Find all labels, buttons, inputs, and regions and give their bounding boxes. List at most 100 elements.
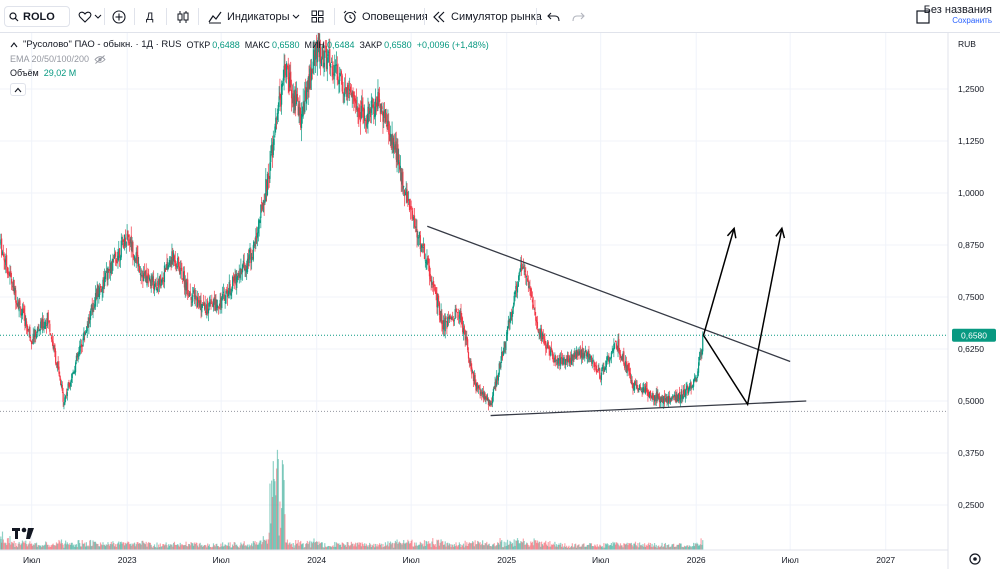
volume-bar	[109, 545, 111, 550]
volume-bar	[61, 543, 63, 550]
symbol-search[interactable]: ROLO	[4, 6, 70, 27]
candle-body	[440, 310, 442, 322]
fullscreen-button[interactable]	[916, 6, 930, 27]
projection-arrow-1[interactable]	[702, 228, 735, 336]
volume-bar	[634, 543, 636, 550]
volume-bar	[387, 541, 389, 550]
indicators-button[interactable]: Индикаторы	[208, 6, 290, 27]
volume-bar	[334, 546, 337, 550]
x-tick-label: 2025	[497, 555, 516, 565]
legend-ema-row[interactable]: EMA 20/50/100/200	[10, 52, 489, 66]
volume-bar	[583, 543, 585, 550]
volume-bar	[606, 543, 608, 550]
candle-body	[511, 310, 514, 317]
volume-bar	[293, 547, 295, 550]
trendline-upper[interactable]	[427, 225, 791, 363]
candle-body	[66, 391, 68, 397]
projection-arrow-2[interactable]	[702, 228, 783, 407]
chart-type-button[interactable]	[176, 6, 190, 27]
candle-body	[230, 292, 232, 296]
candle-body	[312, 61, 314, 70]
volume-bar	[18, 541, 20, 550]
redo-button[interactable]	[572, 6, 585, 27]
volume-bar	[369, 542, 371, 550]
trendline-lower[interactable]	[490, 400, 807, 417]
volume-bar	[321, 542, 323, 550]
candle-body	[221, 297, 223, 309]
undo-button[interactable]	[547, 6, 560, 27]
volume-bar	[364, 545, 367, 550]
high-label: МАКС	[244, 40, 270, 50]
volume-bar	[209, 547, 211, 550]
toolbar-divider	[536, 8, 537, 25]
volume-bar	[230, 547, 232, 550]
candle-body	[347, 85, 349, 90]
candle-body	[204, 302, 206, 310]
layouts-button[interactable]	[311, 6, 324, 27]
volume-bar	[408, 543, 411, 550]
settings-icon[interactable]	[969, 553, 981, 565]
volume-bar	[677, 544, 679, 550]
volume-bar	[227, 542, 230, 550]
candle-body	[187, 279, 189, 296]
candle-body	[501, 352, 504, 358]
candle-body	[45, 323, 47, 324]
candle-body	[174, 260, 176, 264]
candle-body	[64, 397, 66, 405]
volume-bar	[487, 544, 490, 550]
volume-bar	[603, 543, 605, 550]
legend-volume-row[interactable]: Объём 29,02 M	[10, 66, 489, 80]
volume-bar	[213, 545, 215, 550]
candle-body	[477, 385, 480, 389]
candle-body	[70, 382, 72, 387]
candle-body	[115, 259, 117, 262]
candle-body	[484, 393, 486, 400]
candle-body	[23, 308, 25, 313]
time-axis[interactable]: Июл 2023 Июл 2024 Июл 2025 Июл 2026 Июл 2027	[23, 555, 895, 565]
candle-body	[331, 66, 333, 77]
volume-bar	[359, 542, 362, 550]
candle-body	[215, 299, 217, 310]
symbol-description[interactable]: "Русолово" ПАО - обыкн. · 1Д · RUS	[23, 39, 182, 50]
price-axis[interactable]: 0,25000,37500,50000,62500,75000,87501,00…	[958, 84, 984, 510]
candle-body	[285, 69, 287, 76]
volume-bar	[381, 547, 383, 550]
candle-body	[61, 384, 63, 391]
drawings[interactable]	[427, 225, 807, 417]
volume-bar	[532, 545, 534, 550]
volume-bar	[169, 544, 171, 550]
volume-bar	[328, 545, 330, 550]
candle-body	[393, 145, 396, 150]
volume-bar	[353, 546, 355, 550]
volume-bar	[457, 546, 459, 550]
collapse-legend-button[interactable]	[10, 83, 26, 96]
volume-bar	[418, 544, 421, 550]
candle-body	[228, 281, 230, 294]
interval-button[interactable]: Д	[146, 10, 154, 23]
candle-body	[391, 134, 393, 145]
alerts-button[interactable]: Оповещения	[343, 6, 428, 27]
compare-button[interactable]	[112, 6, 126, 27]
price-chart[interactable]: RUB 0,25000,37500,50000,62500,75000,8750…	[0, 33, 1000, 569]
layout-save[interactable]: Без названия Сохранить	[924, 4, 992, 25]
volume-bar	[648, 542, 650, 550]
candle-body	[282, 78, 284, 81]
volume-bar	[483, 545, 485, 550]
candle-body	[582, 352, 584, 359]
candle-body	[475, 383, 477, 391]
candle-body	[58, 366, 60, 374]
hidden-eye-icon[interactable]	[94, 54, 106, 64]
candle-body	[571, 354, 573, 361]
candle-body	[236, 277, 238, 289]
volume-bar	[621, 545, 623, 550]
indicators-dropdown[interactable]	[292, 6, 300, 27]
volume-bar	[501, 547, 504, 550]
candle-body	[334, 65, 336, 77]
add-symbol-button[interactable]	[78, 6, 102, 27]
volume-bar	[298, 545, 300, 550]
chevron-up-icon[interactable]	[10, 41, 18, 49]
candle-body	[398, 160, 400, 164]
volume-bar	[117, 542, 119, 550]
replay-button[interactable]: Симулятор рынка	[432, 6, 542, 27]
candle-body	[599, 368, 601, 379]
